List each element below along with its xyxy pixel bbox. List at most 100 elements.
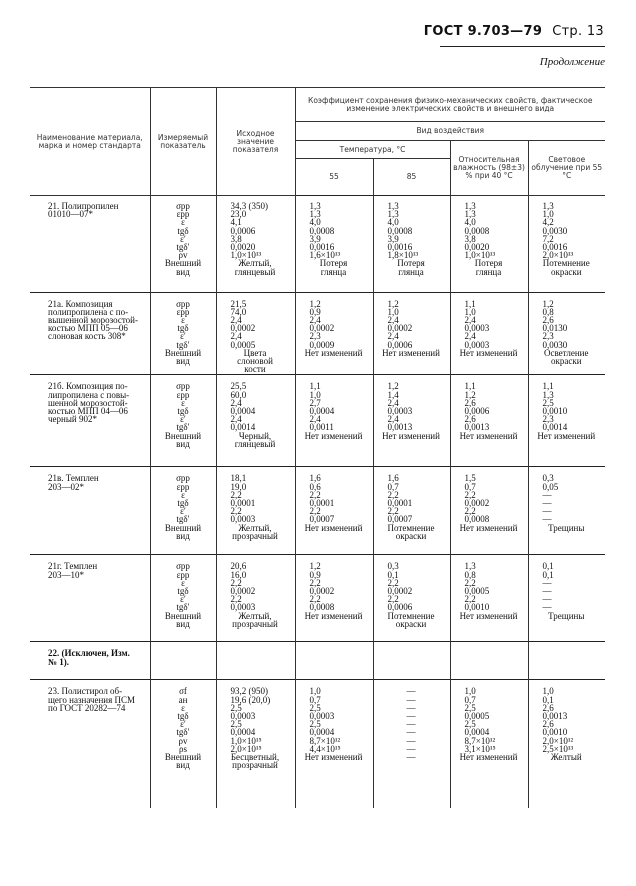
light-cell: 0,1 0,1— — — — Трещины (527, 554, 605, 642)
value-line: ε′ (180, 414, 186, 425)
value-line: ε′ (180, 594, 186, 605)
header-initial: Исходное значение показателя (215, 87, 296, 196)
value-line: 1,2 (309, 298, 321, 309)
value-line: 0,0005 (464, 585, 490, 596)
value-line: ρs (179, 743, 187, 754)
appearance-text: Потеря глянца (397, 258, 425, 277)
value-line: tgδ′ (176, 514, 190, 525)
value-line: ε (181, 489, 185, 500)
value-line: 1,3 (464, 561, 476, 572)
value-line: 1,0 (464, 306, 476, 317)
header-exposure: Вид воздействия (295, 121, 606, 141)
value-line: ρv (178, 250, 188, 261)
value-line: 1,5 (464, 473, 476, 484)
value-line: 1,0 (309, 686, 321, 697)
value-line: ε′ (180, 331, 186, 342)
value-line: 1,4 (387, 389, 399, 400)
value-line: 0,0002 (230, 585, 256, 596)
value-line: 0,0013 (542, 710, 568, 721)
value-line: tgδ′ (176, 339, 190, 350)
value-line: 0,0001 (309, 497, 335, 508)
value-line: — (542, 514, 552, 525)
value-line: 0,0013 (464, 422, 490, 433)
value-line: 2,2 (309, 594, 321, 605)
appearance-text: Желтый, глянцевый (234, 258, 276, 277)
value-line: 2,5 (464, 719, 476, 730)
value-line: 2,5 (464, 702, 476, 713)
material-name: 21а. Композиция полипропилена с по- выше… (48, 298, 138, 342)
value-line: 74,0 (230, 306, 247, 317)
header-t55: 55 (295, 158, 374, 196)
value-line: 3,9 (309, 233, 321, 244)
value-line: 8,7×10¹² (464, 735, 496, 746)
value-line: 0,1 (542, 561, 554, 572)
appearance-text: Внешний вид (164, 751, 202, 771)
value-line: εрр (176, 209, 190, 220)
value-line: 2,2 (464, 594, 476, 605)
value-line: — (406, 686, 416, 697)
header-group: Коэффициент сохранения физико-механическ… (294, 87, 606, 122)
value-line: tgδ′ (176, 727, 190, 738)
value-line: — (542, 489, 552, 500)
appearance-text: Потеря глянца (319, 258, 348, 277)
value-line: σf (179, 686, 187, 697)
appearance-text: Желтый (550, 751, 582, 762)
value-line: 2,3 (309, 331, 321, 342)
appearance-text: Потемнение окраски (387, 522, 435, 541)
value-line: tgδ′ (176, 602, 190, 613)
value-line: 2,2 (230, 577, 242, 588)
value-line: 2,6 (542, 702, 554, 713)
value-line: 1,0×10¹⁵ (230, 735, 262, 746)
appearance-text: Потемнение окраски (387, 610, 435, 629)
temp-55-cell: 1,6 0,6 2,2 0,0001 2,2 0,0007 Нет изменений (294, 466, 373, 555)
table-row: 21г. Темплен 203—10* σрр εрр ε tgδ ε′ tgδ′ Внеш… (30, 554, 605, 642)
parameter-cell: σf aн ε tgδ ε′ tgδ′ ρv ρs Внешний вид (149, 679, 216, 808)
value-line: 21,5 (230, 298, 247, 309)
temp-55-cell: 1,2 0,9 2,2 0,0002 2,2 0,0008 Нет изменений (294, 554, 373, 642)
value-line: 0,0004 (309, 727, 335, 738)
value-line: σрр (176, 561, 190, 572)
humidity-cell: 1,3 1,3 4,0 0,0008 3,8 0,0020 1,0×10¹³ Потеря г… (449, 195, 528, 292)
value-line: 23,0 (230, 209, 247, 220)
value-line: 0,0013 (387, 422, 413, 433)
value-line: 2,4 (387, 331, 399, 342)
parameter-cell: σрр εрр ε tgδ ε′ tgδ′ Внешний вид (149, 374, 216, 467)
value-line: 0,0030 (542, 225, 568, 236)
appearance-text: Нет изменений (304, 751, 363, 762)
value-line: 0,0002 (309, 585, 335, 596)
value-line: 2,2 (464, 506, 476, 517)
value-line: 1,1 (464, 298, 476, 309)
value-line: 0,0016 (309, 242, 335, 253)
value-line: 2,6 (464, 397, 476, 408)
value-line: 0,0003 (230, 602, 256, 613)
value-line: 0,0007 (309, 514, 335, 525)
value-line: 93,2 (950) (230, 686, 269, 697)
value-line: — (406, 719, 416, 730)
value-line: 0,6 (309, 481, 321, 492)
humidity-cell: 1,5 0,7 2,2 0,0002 2,2 0,0008 Нет изменений (449, 466, 528, 555)
value-line: 0,0008 (387, 225, 413, 236)
value-line: 0,0004 (230, 405, 256, 416)
appearance-text: Бесцветный, прозрачный (230, 751, 280, 771)
value-line: 0,0014 (230, 422, 256, 433)
humidity-cell: 1,1 1,0 2,4 0,0003 2,4 0,0003 Нет изменений (449, 292, 528, 375)
value-line: ε (181, 397, 185, 408)
appearance-text: Нет изменений (304, 610, 363, 621)
humidity-cell (449, 641, 528, 680)
light-cell: 1,1 1,3 2,5 0,0010 2,3 0,0014 Нет изменений (527, 374, 605, 467)
light-cell: 1,0 0,1 2,6 0,0013 2,6 0,0010 2,0×10¹² 2,5×10¹³… (527, 679, 605, 808)
value-line: 2,4 (309, 414, 321, 425)
value-line: 0,0008 (309, 602, 335, 613)
value-line: 0,0007 (387, 514, 413, 525)
table-row: 23. Полистирол об- щего назначения ПСМ п… (30, 679, 605, 808)
value-line: 1,0 (542, 686, 554, 697)
value-line: 0,0130 (542, 323, 568, 334)
value-line: 2,4 (230, 397, 242, 408)
value-line: 0,1 (542, 694, 554, 705)
value-line: 0,7 (464, 481, 476, 492)
value-line: 2,4 (230, 414, 242, 425)
value-line: 0,0008 (309, 225, 335, 236)
header-humidity: Относительная влажность (98±3) % при 40 … (449, 140, 529, 196)
material-name: 21г. Темплен 203—10* (48, 561, 98, 580)
value-line: 0,0005 (230, 339, 256, 350)
